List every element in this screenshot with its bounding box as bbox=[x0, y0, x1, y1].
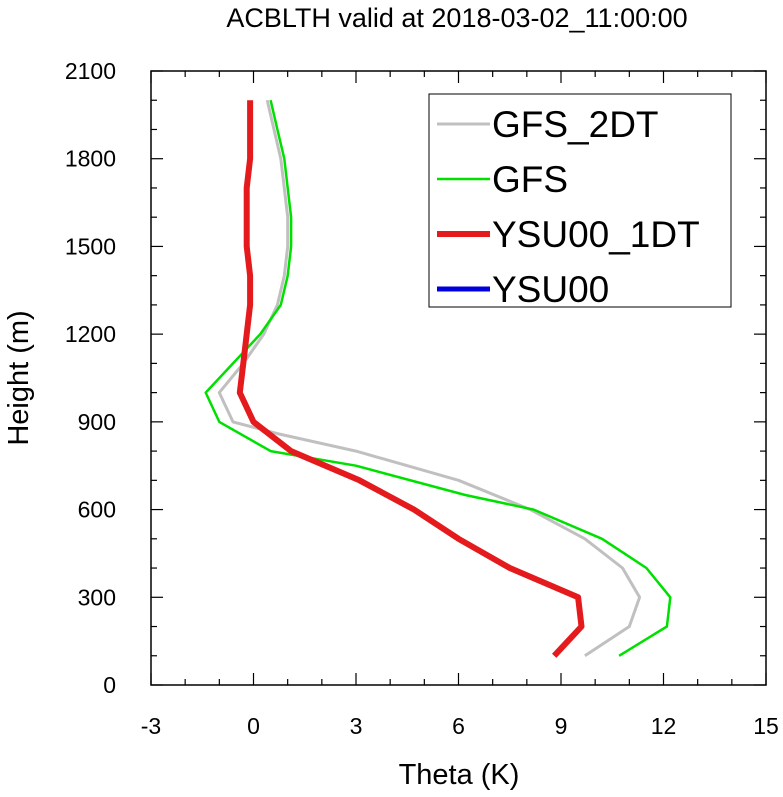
x-tick-label: -3 bbox=[141, 713, 161, 739]
series-line-gfs-2dt bbox=[217, 99, 642, 658]
y-tick-label: 0 bbox=[103, 672, 116, 698]
x-tick-label: 6 bbox=[452, 713, 465, 739]
x-tick-label: 15 bbox=[753, 713, 779, 739]
legend-label: YSU00 bbox=[492, 269, 609, 310]
y-tick-label: 1800 bbox=[65, 146, 116, 172]
x-tick-label: 9 bbox=[555, 713, 568, 739]
x-tick-label: 3 bbox=[350, 713, 363, 739]
x-tick-label: 0 bbox=[247, 713, 260, 739]
y-tick-label: 600 bbox=[78, 497, 116, 523]
y-tick-label: 1500 bbox=[65, 233, 116, 259]
x-axis-label: Theta (K) bbox=[399, 759, 520, 791]
legend: GFS_2DT GFS YSU00_1DT YSU00 bbox=[428, 93, 732, 310]
plot-frame bbox=[150, 70, 767, 686]
y-tick-labels: 0 300 600 900 1200 1500 1800 2100 bbox=[65, 58, 116, 698]
y-tick-label: 1200 bbox=[65, 321, 116, 347]
series-layer bbox=[204, 99, 672, 658]
legend-label: GFS_2DT bbox=[492, 104, 659, 145]
legend-box bbox=[428, 93, 732, 308]
y-tick-label: 900 bbox=[78, 409, 116, 435]
x-tick-label: 12 bbox=[651, 713, 677, 739]
series-line-ysu00-1dt bbox=[236, 100, 585, 658]
legend-label: YSU00_1DT bbox=[492, 214, 700, 255]
series-line-gfs bbox=[204, 99, 672, 657]
y-axis-label: Height (m) bbox=[3, 310, 35, 445]
chart-title: ACBLTH valid at 2018-03-02_11:00:00 bbox=[226, 3, 687, 33]
legend-label: GFS bbox=[492, 159, 568, 200]
y-tick-label: 300 bbox=[78, 584, 116, 610]
x-tick-labels: -3 0 3 6 9 12 15 bbox=[141, 713, 779, 739]
y-tick-label: 2100 bbox=[65, 58, 116, 84]
